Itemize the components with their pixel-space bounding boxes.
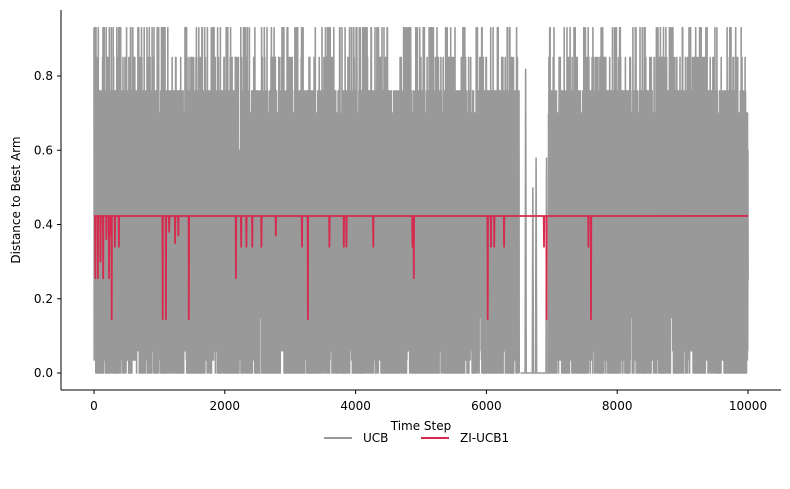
series-ucb-lines	[93, 26, 749, 374]
x-tick-label: 8000	[602, 399, 633, 413]
x-axis-title: Time Step	[390, 419, 452, 433]
legend-label-zi-ucb1: ZI-UCB1	[460, 431, 509, 445]
y-tick-label: 0.8	[34, 69, 53, 83]
zi-ucb1-line	[93, 215, 749, 321]
ucb-line-segment	[93, 26, 521, 374]
y-tick-label: 0.2	[34, 292, 53, 306]
x-tick-label: 0	[90, 399, 98, 413]
series-zi-ucb1-lines	[93, 215, 749, 321]
ucb-spike	[524, 68, 527, 374]
x-tick-label: 2000	[210, 399, 241, 413]
legend-label-ucb: UCB	[363, 431, 388, 445]
ucb-line-segment	[547, 26, 749, 374]
x-tick-label: 10000	[729, 399, 767, 413]
y-tick-label: 0.6	[34, 143, 53, 157]
axes: 0 2000 4000 6000 8000 10000 0.0 0.2 0.4 0.6 0.8 T…	[9, 10, 781, 433]
y-ticks: 0.0 0.2 0.4 0.6 0.8	[34, 69, 61, 380]
y-tick-label: 0.4	[34, 218, 53, 232]
legend: UCB ZI-UCB1	[324, 431, 509, 445]
x-tick-label: 4000	[340, 399, 371, 413]
ucb-spike	[534, 157, 538, 374]
plot-area	[93, 26, 749, 374]
x-tick-label: 6000	[471, 399, 502, 413]
y-tick-label: 0.0	[34, 366, 53, 380]
ucb-spike	[531, 187, 535, 374]
y-axis-title: Distance to Best Arm	[9, 136, 23, 263]
x-ticks: 0 2000 4000 6000 8000 10000	[90, 390, 767, 413]
